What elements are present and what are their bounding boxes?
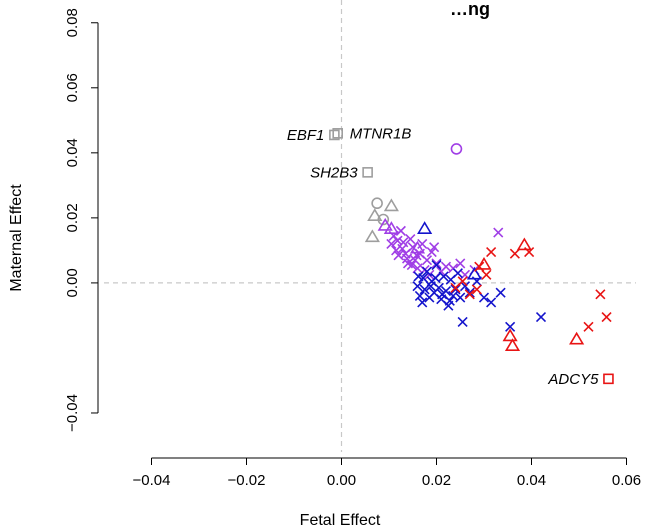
chart-title: …ng [450,0,490,19]
data-point-triangle [417,221,433,234]
data-point-cross [455,292,466,303]
data-point-triangle [364,229,380,243]
x-tick-label: 0.02 [422,472,451,489]
data-point-triangle [409,240,426,254]
data-point-triangle [502,328,518,342]
data-point-cross [414,290,425,301]
data-point-cross [481,269,492,280]
data-point-cross [464,289,475,300]
data-point-cross [429,242,440,253]
data-point-circle [371,197,383,210]
data-point-cross [457,316,468,327]
data-point-cross [386,238,397,249]
y-axis-title: Maternal Effect [8,184,25,292]
data-point-cross [426,246,437,258]
data-point-cross [405,233,416,245]
data-point-cross [406,259,417,271]
x-axis-title: Fetal Effect [300,512,381,529]
data-point-cross [495,287,506,298]
data-point-cross [421,255,433,266]
data-point-cross [486,246,497,258]
x-tick-label: −0.04 [133,472,171,489]
data-point-cross [493,227,504,238]
data-point-cross [421,266,433,277]
x-tick-label: −0.02 [228,472,266,489]
data-point-cross [583,321,594,332]
data-point-triangle [569,331,585,345]
y-tick-label: 0.00 [64,268,81,297]
data-point-cross [455,258,466,269]
data-point-cross [524,246,535,258]
data-point-square [332,128,344,139]
data-point-cross [478,292,490,303]
data-point-cross [601,311,612,323]
data-point-cross [417,238,428,249]
data-point-cross [397,243,408,254]
data-point-cross [411,250,422,261]
point-annotation: ADCY5 [547,371,599,388]
data-point-cross [438,271,449,282]
data-point-square [603,373,614,385]
y-tick-label: 0.06 [64,73,81,102]
data-point-cross [486,297,497,308]
data-point-triangle [383,198,399,212]
y-axis: −0.04 0.00 0.02 0.04 0.06 0.08 [64,8,99,432]
data-point-triangle [476,256,492,270]
data-point-cross [425,281,436,292]
data-point-cross [401,253,413,264]
data-point-cross [431,258,442,269]
y-tick-label: 0.04 [64,138,81,167]
data-point-cross [433,282,444,293]
data-point-triangle [367,208,383,221]
data-point-cross [457,276,468,287]
data-point-cross [459,281,471,292]
data-point-cross [471,276,482,287]
data-point-triangle [504,338,521,352]
data-point-cross [417,297,428,308]
data-point-cross [430,272,441,284]
data-point-cross [419,284,430,295]
data-point-cross [464,287,475,298]
data-point-cross [412,281,423,292]
data-point-cross [471,284,482,295]
data-point-cross [431,259,442,271]
plot-area: EBF1 MTNR1B SH2B3 ADCY5 [104,0,636,452]
point-annotation: SH2B3 [310,164,358,181]
y-tick-label: −0.04 [64,394,81,432]
x-tick-label: 0.04 [517,472,546,489]
data-point-cross [595,289,606,300]
data-point-circle [450,143,463,155]
data-point-cross [509,248,520,259]
data-point-triangle [516,237,532,251]
x-tick-label: 0.06 [612,472,641,489]
data-point-square [362,167,373,178]
data-point-cross [452,268,463,279]
data-point-cross [505,321,516,332]
data-point-cross [535,311,547,323]
x-axis: −0.04 −0.02 0.00 0.02 0.04 0.06 [133,457,641,489]
data-point-triangle [377,217,393,231]
data-point-triangle [383,221,399,234]
data-point-cross [444,295,455,306]
data-point-cross [391,245,402,256]
x-tick-label: 0.00 [327,472,356,489]
data-point-square [329,129,340,141]
point-annotation: MTNR1B [350,125,412,142]
data-point-cross [392,235,403,246]
y-tick-label: 0.08 [64,8,81,37]
data-point-cross [450,284,461,295]
point-annotation: EBF1 [287,127,325,144]
data-point-cross [395,225,406,236]
data-point-cross [474,261,485,272]
data-point-cross [413,271,424,282]
y-tick-label: 0.02 [64,203,81,232]
